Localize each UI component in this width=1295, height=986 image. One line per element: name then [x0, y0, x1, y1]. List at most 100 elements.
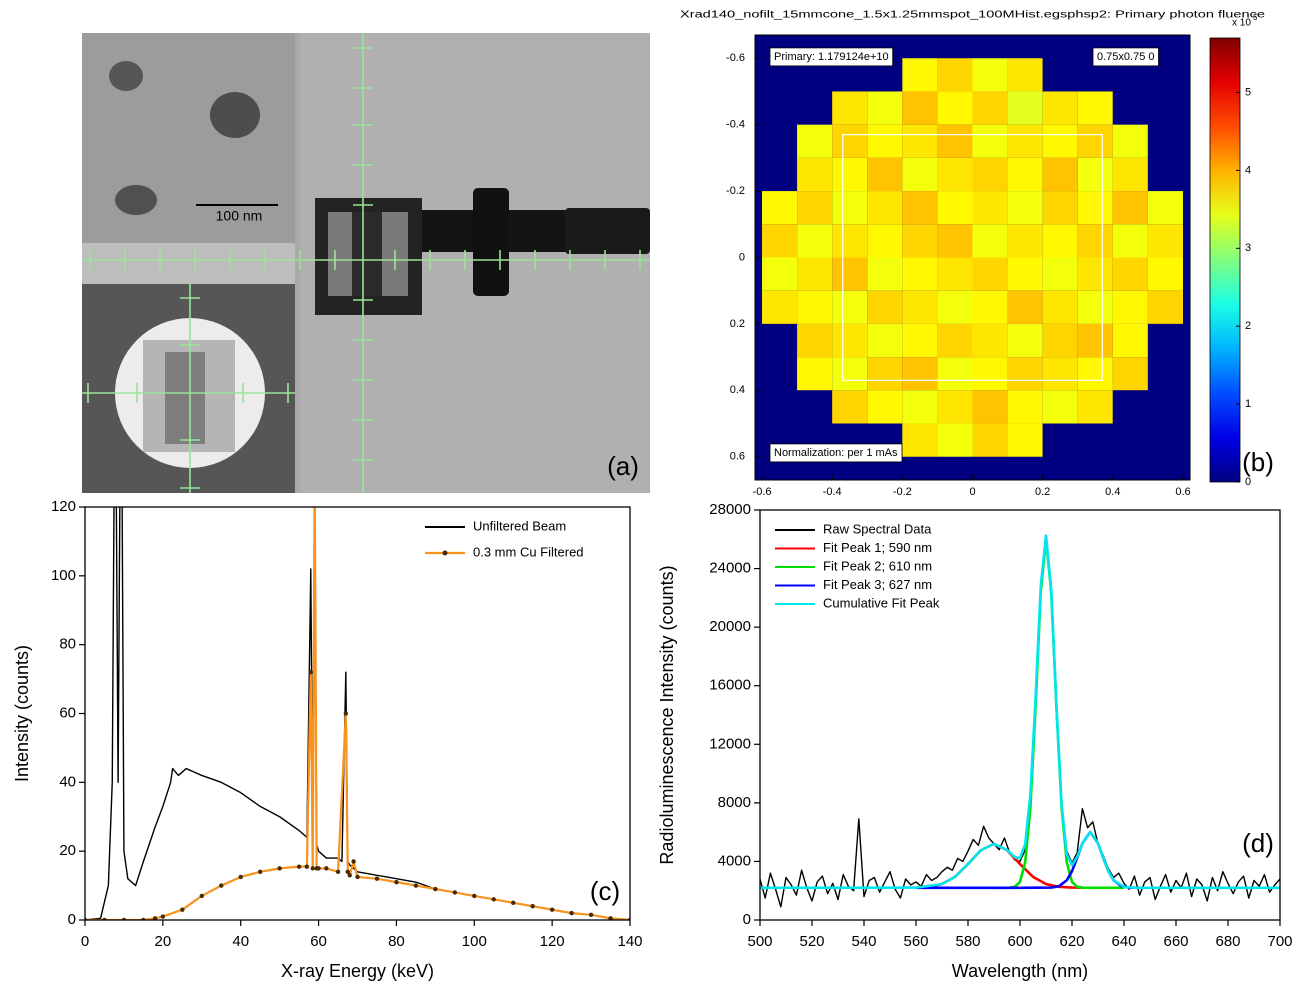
heatmap-cell	[902, 124, 938, 158]
series-marker	[608, 916, 613, 920]
x-tick-label: 80	[388, 933, 405, 950]
colorbar-label: x 10	[1232, 18, 1251, 29]
heatmap-cell	[1042, 257, 1078, 291]
line-chart: 0 20 40 60 80 100 120 140 0 20 40 60 80 100 120 Unfilte…	[12, 498, 643, 981]
heatmap-cell	[1007, 357, 1043, 391]
heatmap-cell	[1147, 91, 1183, 125]
x-tick-label: 520	[799, 933, 824, 950]
heatmap-cell	[867, 157, 903, 192]
y-tick-label: 16000	[709, 677, 751, 694]
heatmap-cell	[1042, 91, 1078, 125]
series-marker	[238, 874, 243, 880]
heatmap-cell	[1077, 290, 1113, 324]
roi-box	[842, 134, 1103, 381]
series-marker	[296, 864, 302, 869]
x-tick-label: 0	[969, 486, 975, 498]
heatmap-cell	[972, 357, 1008, 391]
heatmap-cell	[937, 390, 973, 424]
scale-bar-label: 100 nm	[216, 208, 263, 224]
heatmap-cell	[1007, 257, 1043, 291]
heatmap: -0.6 -0.4 -0.2 0 0.2 0.4 0.6 -0.6 -0.4 -0.2 0 0.2 0.…	[680, 10, 1274, 498]
heatmap-cell	[937, 323, 973, 358]
series-marker	[355, 874, 360, 880]
heatmap-cell	[797, 290, 833, 324]
x-tick-label: -0.6	[753, 486, 772, 498]
series-marker	[219, 883, 224, 888]
x-tick-label: 100	[462, 933, 487, 950]
heatmap-cell	[1112, 191, 1148, 225]
annotation-box	[1092, 47, 1159, 67]
x-tick-label: 140	[617, 933, 642, 950]
heatmap-cell	[867, 224, 903, 258]
colorbar-tick-label: 0	[1245, 476, 1251, 488]
inset-crosshair	[82, 284, 295, 493]
annotation: 0.75x0.75 0	[1097, 51, 1155, 63]
colorbar-tick-label: 4	[1245, 164, 1251, 176]
heatmap-cell	[1077, 157, 1113, 192]
annotation: Primary: 1.179124e+10	[774, 51, 889, 63]
series-marker	[394, 879, 399, 885]
legend-label: Unfiltered Beam	[473, 518, 566, 533]
heatmap-cell	[762, 124, 798, 158]
heatmap-cell	[1007, 58, 1043, 92]
heatmap-cell	[972, 124, 1008, 158]
heatmap-cell	[1007, 423, 1043, 457]
heatmap-cell	[1042, 423, 1078, 457]
heatmap-cell	[797, 323, 833, 358]
heatmap-cell	[867, 124, 903, 158]
x-tick-label: 580	[955, 933, 980, 950]
heatmap-cell	[1147, 157, 1183, 192]
heatmap-cell	[1042, 357, 1078, 391]
plot-frame	[759, 509, 1281, 921]
heatmap-cell	[902, 191, 938, 225]
legend-label: Fit Peak 2; 610 nm	[823, 558, 932, 573]
heatmap-cell	[902, 423, 938, 457]
series-marker	[491, 897, 496, 902]
heatmap-cell	[1147, 191, 1183, 225]
heatmap-cell	[867, 91, 903, 125]
colorbar-tick-label: 3	[1245, 242, 1251, 254]
heatmap-cell	[797, 191, 833, 225]
y-tick-label: 0	[743, 911, 751, 928]
y-tick-label: 0.4	[730, 384, 745, 396]
heatmap-cell	[1077, 323, 1113, 358]
heatmap-cell	[1112, 423, 1148, 457]
xray-band	[82, 243, 295, 284]
colorbar-tick-label: 5	[1245, 86, 1251, 98]
holder-nut	[473, 188, 509, 296]
heatmap-cell	[832, 257, 868, 291]
heatmap-cell	[902, 357, 938, 391]
heatmap-cell	[762, 191, 798, 225]
x-tick-label: 660	[1163, 933, 1188, 950]
x-tick-label: -0.4	[823, 486, 842, 498]
x-tick-label: 0.2	[1035, 486, 1050, 498]
x-tick-label: 0.4	[1105, 486, 1120, 498]
heatmap-cell	[972, 257, 1008, 291]
heatmap-cell	[1042, 191, 1078, 225]
y-tick-label: 12000	[709, 735, 751, 752]
series-marker	[343, 711, 349, 716]
x-tick-label: 700	[1267, 933, 1292, 950]
heatmap-cell	[832, 390, 868, 424]
heatmap-cell	[972, 157, 1008, 192]
heatmap-cell	[832, 224, 868, 258]
series-marker	[310, 866, 315, 871]
heatmap-cell	[867, 290, 903, 324]
y-tick-label: 8000	[718, 794, 751, 811]
series-line	[760, 535, 1280, 908]
heatmap-cell	[1112, 157, 1148, 192]
sample-cap-core	[352, 212, 382, 296]
x-tick-label: 20	[155, 933, 172, 950]
camera-sample-core	[165, 352, 205, 444]
heatmap-cell	[762, 91, 798, 125]
heatmap-cell	[797, 224, 833, 258]
x-tick-label: 680	[1215, 933, 1240, 950]
heatmap-cell	[1147, 357, 1183, 391]
chart-title: Xrad140_nofilt_15mmcone_1.5x1.25mmspot_1…	[680, 10, 1266, 21]
series-line	[85, 507, 630, 920]
heatmap-cell	[797, 91, 833, 125]
x-tick-label: 640	[1111, 933, 1136, 950]
x-tick-label: -0.2	[893, 486, 912, 498]
series-marker	[588, 912, 594, 918]
